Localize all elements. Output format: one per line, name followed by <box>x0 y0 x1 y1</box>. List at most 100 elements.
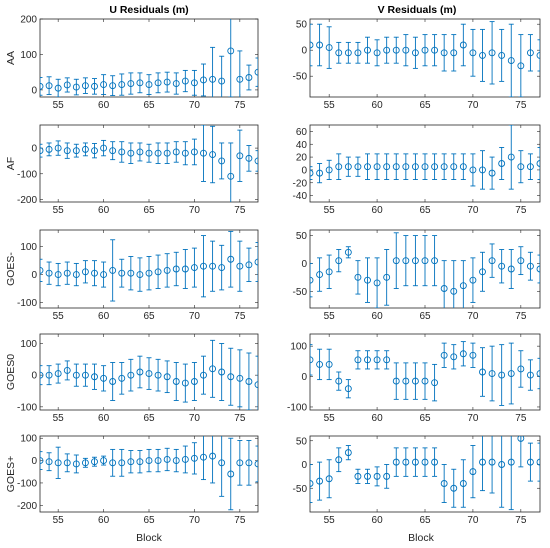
data-point <box>200 262 207 270</box>
data-point <box>383 472 391 480</box>
y-tick-label: 40 <box>296 140 308 151</box>
y-tick-label: -40 <box>293 191 308 202</box>
data-point <box>459 282 467 290</box>
data-point <box>63 269 71 277</box>
data-point <box>254 460 258 468</box>
data-point <box>421 458 429 466</box>
data-point <box>421 163 429 171</box>
x-tick-label: 60 <box>98 311 110 322</box>
data-point <box>316 360 324 368</box>
data-point <box>181 77 189 85</box>
data-point <box>54 370 62 378</box>
data-point <box>136 458 144 466</box>
data-point <box>411 163 419 171</box>
data-point <box>517 257 525 265</box>
data-point <box>450 353 458 361</box>
data-point <box>479 268 486 276</box>
data-point <box>81 268 89 276</box>
v-x-axis-label: Block <box>408 532 434 544</box>
x-tick-label: 65 <box>143 413 155 424</box>
data-point <box>172 457 180 465</box>
panel-goes0-v: 55 60 65 70 75 -100 0 100 <box>287 333 541 424</box>
x-tick-label: 60 <box>98 515 110 526</box>
data-point <box>526 262 534 270</box>
data-point <box>498 371 506 379</box>
data-point <box>72 271 80 279</box>
data-point <box>40 266 44 274</box>
y-tick-label: 0 <box>31 371 37 382</box>
data-point <box>488 169 496 177</box>
data-point <box>190 264 198 272</box>
data-point <box>354 49 362 57</box>
data-point <box>227 470 235 478</box>
data-point <box>402 377 410 385</box>
data-point <box>536 370 540 377</box>
data-point <box>245 261 253 269</box>
data-point <box>498 461 506 468</box>
data-point <box>163 456 171 463</box>
y-tick-label: 0 <box>31 456 37 467</box>
data-point <box>81 145 89 153</box>
data-point <box>200 149 207 157</box>
y-tick-label: -50 <box>293 72 308 83</box>
y-tick-label: 100 <box>20 242 37 253</box>
data-point <box>440 351 448 359</box>
y-tick-label: 0 <box>301 165 307 176</box>
data-point <box>450 49 458 57</box>
data-point <box>190 378 198 385</box>
panel-aa-u: 55 60 65 70 75 0 100 200 AA <box>5 15 259 111</box>
data-point <box>40 82 44 90</box>
data-point <box>118 148 126 156</box>
data-point <box>431 163 439 171</box>
data-point <box>526 163 534 171</box>
data-point <box>459 163 467 171</box>
y-tick-label: 50 <box>296 20 308 31</box>
data-series <box>40 230 258 302</box>
data-point <box>335 49 343 57</box>
data-point <box>507 265 515 273</box>
data-point <box>354 356 362 364</box>
data-point <box>310 41 314 49</box>
data-point <box>364 163 371 171</box>
x-tick-label: 70 <box>467 413 479 424</box>
x-tick-label: 55 <box>53 205 65 216</box>
y-tick-label: 100 <box>290 342 307 353</box>
data-point <box>100 81 108 89</box>
data-point <box>40 371 44 379</box>
data-point <box>440 285 448 292</box>
x-tick-label: 55 <box>53 413 65 424</box>
data-point <box>254 381 258 389</box>
data-point <box>245 74 253 81</box>
data-point <box>479 368 486 376</box>
data-point <box>431 379 439 387</box>
y-tick-label: 100 <box>20 339 37 350</box>
x-tick-label: 70 <box>189 205 201 216</box>
data-point <box>411 49 419 57</box>
data-point <box>63 147 71 155</box>
data-point <box>181 379 189 387</box>
data-point <box>209 151 217 158</box>
x-tick-label: 75 <box>234 205 246 216</box>
data-point <box>236 459 244 467</box>
y-tick-label: 0 <box>301 372 307 383</box>
plot-area-frame <box>39 435 259 513</box>
data-point <box>373 279 381 287</box>
data-series <box>310 232 540 308</box>
x-tick-label: 75 <box>515 413 527 424</box>
data-point <box>354 472 362 480</box>
data-point <box>45 371 53 379</box>
x-tick-label: 55 <box>53 311 65 322</box>
data-point <box>100 374 108 382</box>
data-point <box>344 449 352 457</box>
data-point <box>335 163 343 171</box>
data-point <box>325 268 333 276</box>
data-point <box>145 149 153 157</box>
x-tick-label: 55 <box>324 205 336 216</box>
x-tick-label: 75 <box>515 100 527 111</box>
data-point <box>91 269 98 277</box>
data-point <box>40 457 44 465</box>
data-point <box>190 79 198 87</box>
y-tick-label: -50 <box>293 484 308 495</box>
